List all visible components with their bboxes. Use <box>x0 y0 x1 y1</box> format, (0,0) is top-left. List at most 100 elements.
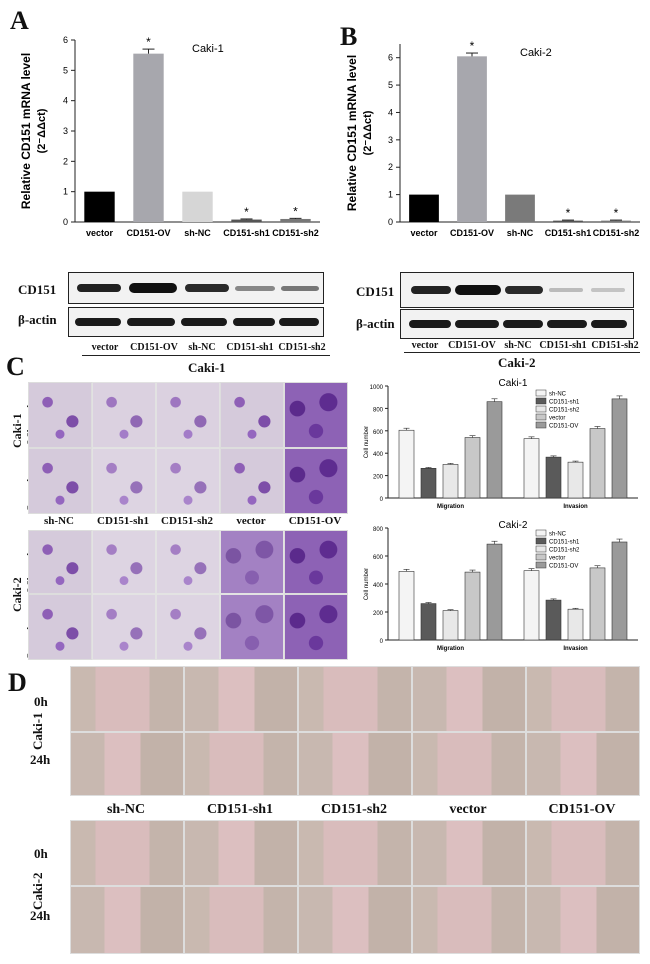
bar <box>409 194 439 222</box>
panel-c-col-label: vector <box>236 515 266 527</box>
x-tick-label: CD151-OV <box>450 228 494 238</box>
y-tick-label: 2 <box>388 162 393 172</box>
wound-image <box>526 820 640 886</box>
panel-d-time-label: 24h <box>30 908 51 923</box>
bar <box>133 53 164 223</box>
significance-marker: * <box>146 35 151 49</box>
legend-label: CD151-OV <box>549 424 578 430</box>
panel-c-col-label: CD151-OV <box>288 515 342 527</box>
bar <box>457 56 487 222</box>
blot-cell-label: Caki-2 <box>498 355 536 370</box>
bar <box>398 429 415 499</box>
wound-image <box>412 820 526 886</box>
bar <box>420 603 437 641</box>
blot-label-cd151: CD151 <box>18 282 57 297</box>
y-tick-label: 2 <box>63 156 68 166</box>
bar <box>486 401 503 499</box>
legend-label: vector <box>549 556 565 562</box>
y-tick-label: 6 <box>63 35 68 45</box>
micrograph <box>156 382 220 448</box>
panel-d-row-label-caki1: Caki-1 <box>30 712 45 750</box>
bar <box>442 610 459 641</box>
y-axis-label: Relative CD151 mRNA level <box>19 53 33 209</box>
panel-c-col-label: sh-NC <box>44 515 74 527</box>
blot-lane-label: vector <box>91 342 119 353</box>
wound-image <box>184 732 298 796</box>
y-tick-label: 200 <box>373 475 384 481</box>
blot-lane-label: CD151-OV <box>130 342 178 353</box>
micrograph <box>28 594 92 660</box>
blot-lane-label: CD151-sh1 <box>226 342 274 353</box>
wound-image <box>412 666 526 732</box>
wound-image <box>412 886 526 954</box>
wound-image <box>184 820 298 886</box>
y-tick-label: 600 <box>373 430 384 436</box>
x-tick-label: CD151-sh2 <box>593 228 640 238</box>
legend-swatch <box>535 405 547 413</box>
panel-letter-c: C <box>6 352 25 381</box>
bar <box>523 570 540 641</box>
bar <box>280 218 311 222</box>
y-axis-label: Relative CD151 mRNA level <box>345 55 359 211</box>
y-tick-label: 5 <box>388 80 393 90</box>
wound-image <box>526 666 640 732</box>
micrograph <box>156 448 220 514</box>
legend-swatch <box>535 545 547 553</box>
bar <box>486 543 503 641</box>
legend-swatch <box>535 421 547 429</box>
x-tick-label: vector <box>86 228 114 238</box>
bar <box>545 456 562 499</box>
chart-c-caki2-cell-number: 0 200 400 600 800 Migration Invasion Caki-2 Cell… <box>364 520 638 652</box>
bar <box>442 464 459 499</box>
y-tick-label: 800 <box>373 407 384 413</box>
blot-lane-label: CD151-sh2 <box>591 340 639 351</box>
micrograph <box>28 448 92 514</box>
y-tick-label: 1 <box>63 187 68 197</box>
y-axis-label: Cell number <box>364 426 370 458</box>
legend-swatch <box>535 413 547 421</box>
micrograph <box>220 594 284 660</box>
y-tick-label: 0 <box>380 497 384 503</box>
x-tick-label: CD151-OV <box>126 228 170 238</box>
y-tick-label: 400 <box>373 452 384 458</box>
x-tick-label: Migration <box>437 504 464 510</box>
blot-lane-label: CD151-OV <box>448 340 496 351</box>
panel-d-time-label: 0h <box>34 846 48 861</box>
y-tick-label: 3 <box>388 135 393 145</box>
blot-underline <box>82 355 330 356</box>
chart-c-caki1-cell-number: 0 200 400 600 800 1000 Migration Invasion Caki-1… <box>364 378 638 510</box>
bar <box>611 541 628 641</box>
bar <box>505 194 535 222</box>
bar <box>464 437 481 499</box>
bar <box>231 219 262 222</box>
x-tick-label: CD151-sh2 <box>272 228 319 238</box>
micrograph <box>156 530 220 594</box>
panel-c-row-label-caki1: Caki-1 <box>10 413 24 448</box>
significance-marker: * <box>614 206 619 220</box>
micrograph <box>156 594 220 660</box>
chart-title: Caki-2 <box>499 520 528 531</box>
y-tick-label: 3 <box>63 126 68 136</box>
micrograph <box>28 382 92 448</box>
wound-image <box>526 732 640 796</box>
panel-d-col-label: CD151-OV <box>548 802 616 817</box>
x-tick-label: vector <box>410 228 438 238</box>
y-tick-label: 0 <box>63 217 68 227</box>
bar <box>553 220 583 222</box>
bar <box>589 428 606 499</box>
micrograph <box>92 594 156 660</box>
micrograph <box>92 382 156 448</box>
panel-c-col-label: CD151-sh1 <box>97 515 149 527</box>
panel-d-col-label: CD151-sh1 <box>206 802 274 817</box>
y-tick-label: 0 <box>388 217 393 227</box>
y-tick-label: 1 <box>388 190 393 200</box>
blot-underline <box>404 352 640 353</box>
legend-label: CD151-sh2 <box>549 408 580 414</box>
y-tick-label: 4 <box>388 107 393 117</box>
significance-marker: * <box>566 206 571 220</box>
y-axis-label-unit: (2⁻ΔΔct) <box>36 108 48 153</box>
blot-band-cd151 <box>400 272 634 308</box>
panel-c-row-label-caki2: Caki-2 <box>10 577 24 612</box>
micrograph <box>92 530 156 594</box>
y-tick-label: 4 <box>63 96 68 106</box>
